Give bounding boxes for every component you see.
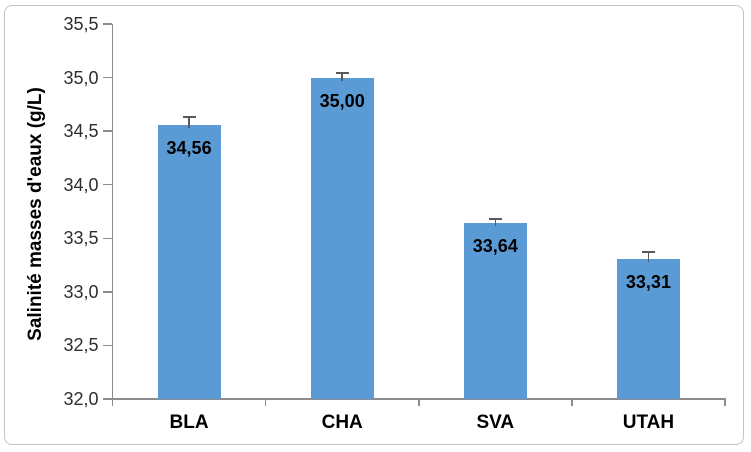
error-bar-cap — [182, 115, 196, 118]
bar — [616, 258, 680, 399]
x-axis-tick — [418, 399, 420, 406]
bar-value-label: 35,00 — [319, 90, 365, 111]
y-axis-tick-label: 34,0 — [63, 174, 99, 195]
x-category-label: BLA — [169, 412, 209, 433]
error-bar-cap — [335, 71, 349, 74]
x-axis-tick — [111, 399, 114, 406]
bar — [157, 124, 221, 399]
error-bar-stem — [341, 73, 343, 81]
y-axis-tick-label: 32,5 — [63, 335, 99, 356]
y-axis-line — [111, 24, 114, 400]
y-axis-tick — [103, 291, 112, 293]
y-axis-tick — [103, 344, 112, 347]
bar-value-label: 33,64 — [472, 236, 518, 257]
x-axis-tick — [264, 399, 267, 406]
y-axis-tick-label: 33,0 — [63, 281, 99, 302]
bar — [463, 223, 527, 399]
y-axis-tick — [103, 130, 112, 132]
y-axis-tick-label: 33,5 — [63, 228, 99, 249]
x-category-label: UTAH — [622, 412, 675, 433]
y-axis-tick — [103, 23, 112, 25]
y-axis-tick — [103, 237, 112, 240]
y-axis-tick-label: 32,0 — [63, 389, 99, 409]
error-bar-stem — [647, 252, 650, 262]
x-category-label: CHA — [321, 412, 363, 433]
x-category-label: SVA — [476, 412, 515, 433]
bar-value-label: 33,31 — [625, 271, 671, 292]
bar — [310, 77, 374, 399]
error-bar-stem — [494, 219, 497, 227]
error-bar-stem — [188, 117, 190, 128]
y-axis-tick — [103, 183, 112, 186]
y-axis-tick-label: 34,5 — [63, 121, 99, 142]
y-axis-tick — [103, 76, 112, 79]
y-axis-tick-label: 35,0 — [63, 67, 99, 88]
error-bar-cap — [488, 217, 502, 220]
y-axis-tick — [103, 398, 112, 400]
error-bar-cap — [641, 250, 655, 253]
bar-value-label: 34,56 — [166, 137, 212, 158]
y-axis-tick-label: 35,5 — [63, 14, 99, 34]
x-axis-tick — [724, 399, 726, 406]
x-axis-tick — [571, 399, 573, 406]
